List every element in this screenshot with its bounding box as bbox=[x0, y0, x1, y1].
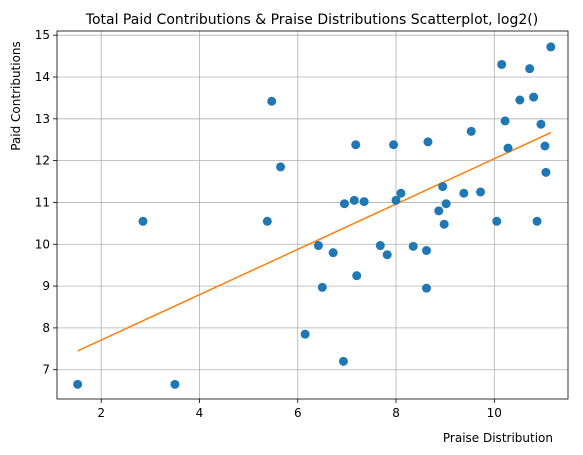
data-point bbox=[351, 140, 361, 150]
chart-title: Total Paid Contributions & Praise Distri… bbox=[85, 12, 538, 28]
y-tick-label: 10 bbox=[35, 237, 50, 251]
data-point bbox=[375, 241, 385, 251]
data-point bbox=[497, 59, 507, 69]
data-point bbox=[438, 182, 448, 192]
data-point bbox=[421, 283, 431, 293]
data-point bbox=[421, 246, 431, 256]
plot-frame bbox=[56, 30, 569, 400]
data-point bbox=[276, 162, 286, 172]
data-point bbox=[532, 216, 542, 226]
data-point bbox=[313, 241, 323, 251]
data-point bbox=[408, 241, 418, 251]
x-tick-label: 4 bbox=[196, 406, 204, 420]
data-point bbox=[503, 143, 513, 153]
data-point bbox=[382, 250, 392, 260]
data-point bbox=[441, 199, 451, 209]
data-point bbox=[529, 92, 539, 102]
y-tick-label: 13 bbox=[35, 112, 50, 126]
data-point bbox=[434, 206, 444, 216]
data-point bbox=[492, 216, 502, 226]
x-tick-label: 2 bbox=[97, 406, 105, 420]
data-point bbox=[338, 356, 348, 366]
data-point bbox=[328, 248, 338, 258]
data-point bbox=[536, 119, 546, 129]
y-axis-label: Paid Contributions bbox=[9, 41, 23, 151]
data-point bbox=[267, 96, 277, 106]
data-point bbox=[546, 42, 556, 52]
points-layer bbox=[73, 42, 556, 389]
data-point bbox=[391, 195, 401, 205]
grid-layer bbox=[57, 31, 568, 399]
y-tick-label: 8 bbox=[42, 321, 50, 335]
data-point bbox=[476, 187, 486, 197]
x-tick-label: 10 bbox=[487, 406, 502, 420]
data-point bbox=[396, 188, 406, 198]
y-tick-label: 15 bbox=[35, 28, 50, 42]
data-point bbox=[423, 137, 433, 147]
x-axis-label: Praise Distribution bbox=[443, 431, 553, 445]
data-point bbox=[170, 379, 180, 389]
tick-layer: 2 4 6 8 10 7 8 9 10 11 12 13 14 15 bbox=[35, 28, 502, 420]
data-point bbox=[515, 95, 525, 105]
data-point bbox=[359, 197, 369, 207]
y-tick-label: 11 bbox=[35, 195, 50, 209]
data-point bbox=[73, 379, 83, 389]
data-point bbox=[317, 282, 327, 292]
data-point bbox=[459, 188, 469, 198]
x-tick-label: 8 bbox=[392, 406, 400, 420]
trend-layer bbox=[77, 131, 552, 352]
data-point bbox=[439, 219, 449, 229]
y-tick-label: 7 bbox=[42, 363, 50, 377]
data-point bbox=[389, 140, 399, 150]
data-point bbox=[525, 64, 535, 74]
data-point bbox=[138, 216, 148, 226]
x-tick-label: 6 bbox=[294, 406, 302, 420]
data-point bbox=[352, 271, 362, 281]
data-point bbox=[500, 116, 510, 126]
data-point bbox=[300, 329, 310, 339]
y-tick-label: 12 bbox=[35, 154, 50, 168]
data-point bbox=[540, 141, 550, 151]
data-point bbox=[466, 126, 476, 136]
data-point bbox=[541, 167, 551, 177]
y-tick-label: 14 bbox=[35, 70, 50, 84]
data-point bbox=[262, 216, 272, 226]
data-point bbox=[339, 199, 349, 209]
trend-line bbox=[77, 131, 552, 352]
data-point bbox=[349, 195, 359, 205]
y-tick-label: 9 bbox=[42, 279, 50, 293]
